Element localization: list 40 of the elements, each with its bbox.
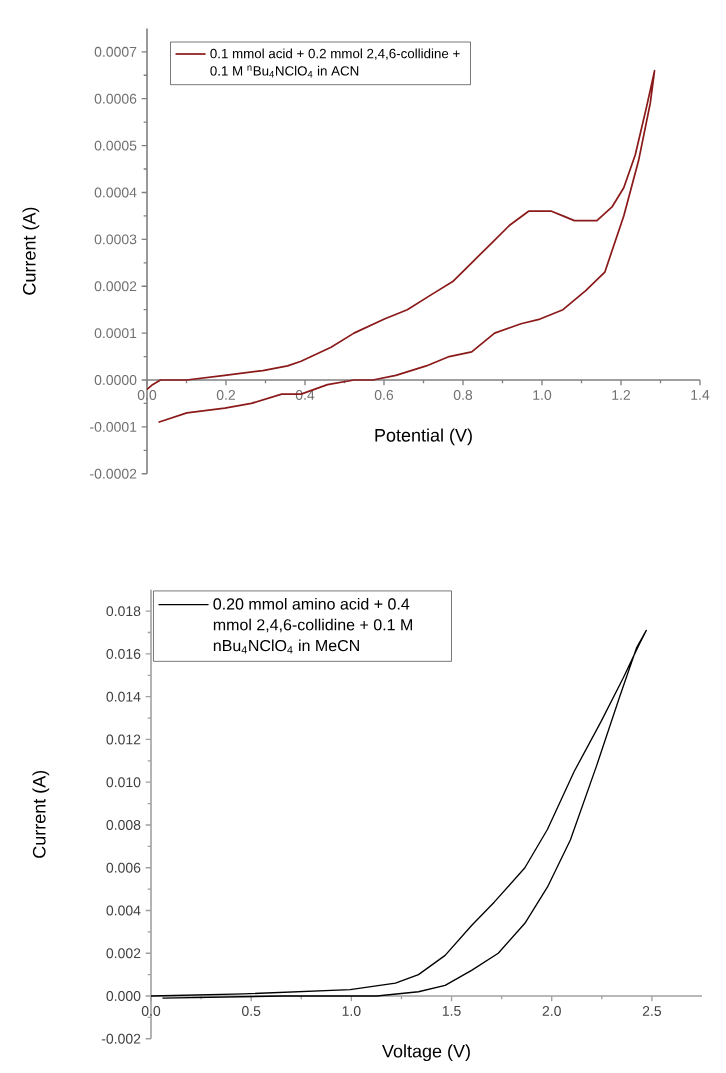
legend-label: 0.1 mmol acid + 0.2 mmol 2,4,6-collidine + 0.1 M $^{n}$Bu$_{4}$NClO$_{4}$ in ACN [210, 48, 460, 78]
x-tick-label: 1.4 [691, 390, 710, 400]
y-tick-label: -0.0001 [90, 421, 137, 432]
y-tick-label: 0.018 [106, 606, 141, 617]
y-tick-label: 0.0000 [94, 375, 137, 385]
y-tick-label: -0.002 [101, 1033, 141, 1044]
x-tick-label: 2.0 [542, 1006, 561, 1016]
y-tick-label: 0.002 [106, 948, 141, 959]
y-tick-label: 0.014 [106, 691, 141, 702]
x-tick-label: 0.0 [141, 1006, 161, 1016]
y-tick-label: 0.0006 [94, 93, 137, 104]
x-tick-label: 1.0 [533, 390, 552, 400]
y-tick-label: 0.000 [106, 991, 141, 1001]
x-tick-label: 0.8 [453, 390, 473, 400]
x-tick-label: 2.5 [642, 1006, 662, 1016]
y-tick-label: 0.004 [106, 905, 141, 916]
x-axis-title: Potential (V) [375, 428, 472, 446]
x-tick-label: 0.2 [216, 390, 236, 400]
x-tick-label: 0.6 [374, 390, 394, 400]
y-tick-label: 0.0003 [94, 234, 137, 245]
x-tick-label: 1.5 [442, 1006, 461, 1016]
y-tick-label: 0.006 [106, 862, 141, 873]
y-tick-label: 0.010 [106, 777, 141, 788]
x-tick-label: 0.5 [241, 1006, 261, 1016]
legend-label: 0.20 mmol amino acid + 0.4 mmol 2,4,6-collidine + 0.1 M nBu$_{4}$NClO$_{4}$ in MeCN [213, 597, 412, 654]
y-tick-label: 0.0002 [94, 281, 137, 292]
y-tick-label: 0.012 [106, 734, 141, 745]
y-tick-label: 0.008 [106, 820, 141, 830]
y-tick-label: -0.0002 [90, 468, 137, 479]
x-tick-label: 0.4 [295, 390, 315, 400]
y-tick-label: 0.0001 [94, 328, 137, 339]
y-tick-label: 0.0004 [94, 187, 137, 198]
y-tick-label: 0.0005 [94, 140, 137, 151]
x-tick-label: 1.0 [342, 1006, 361, 1016]
x-tick-label: 1.2 [612, 390, 631, 400]
y-axis-title: Current (A) [32, 770, 50, 858]
x-axis-title: Voltage (V) [382, 1044, 470, 1062]
y-tick-label: 0.0007 [94, 46, 137, 57]
y-axis-title: Current (A) [22, 207, 40, 295]
y-tick-label: 0.016 [106, 648, 141, 659]
